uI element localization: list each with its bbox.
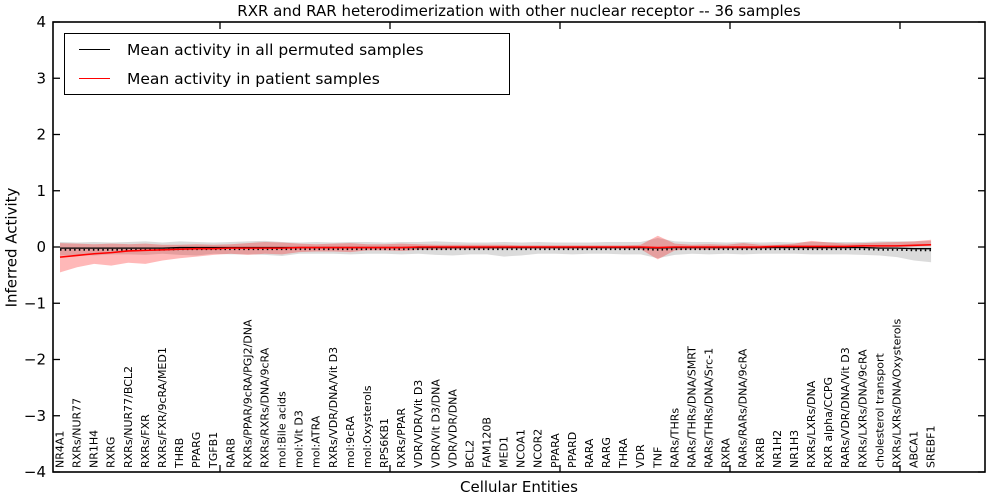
category-label: RXRs/PPAR/9cRA/PGJ2/DNA — [241, 319, 254, 468]
category-label: RXRG — [105, 437, 118, 468]
patient-mean-line — [59, 243, 932, 258]
permuted-line-swatch — [79, 49, 110, 50]
category-label: cholesterol transport — [873, 353, 886, 468]
y-tick-label: 1 — [36, 182, 46, 200]
category-label: NCOR2 — [532, 429, 545, 468]
category-label: PPARG — [190, 432, 203, 468]
category-label: RXRA — [720, 438, 733, 468]
y-axis-label: Inferred Activity — [2, 187, 21, 308]
category-label: TGFB1 — [207, 432, 220, 469]
category-label: RARA — [583, 438, 596, 468]
y-tick-label: 3 — [36, 69, 46, 87]
category-label: RXRs/NUR77/BCL2 — [122, 366, 135, 468]
category-label: MED1 — [498, 436, 511, 468]
chart-title: RXR and RAR heterodimerization with othe… — [237, 2, 801, 20]
category-label: RPS6KB1 — [378, 418, 391, 468]
category-label: RARG — [600, 437, 613, 468]
category-label: THRA — [617, 438, 630, 469]
legend-label-patient: Mean activity in patient samples — [127, 69, 380, 88]
category-label: RXRs/RXRs/DNA/9cRA — [258, 347, 271, 468]
category-label: mol:ATRA — [310, 415, 323, 468]
category-label: mol:Bile acids — [276, 391, 289, 468]
plot-border — [52, 21, 986, 473]
category-label: mol:Vit D3 — [293, 410, 306, 468]
category-label: VDR — [634, 444, 647, 468]
category-label: THRB — [173, 438, 186, 469]
category-label: mol:9cRA — [344, 416, 357, 468]
y-tick-label: 4 — [36, 13, 46, 31]
legend: Mean activity in all permuted samples Me… — [64, 33, 510, 95]
category-label: RXRs/LXRs/DNA/9cRA — [856, 349, 869, 468]
category-label: NR4A1 — [54, 431, 67, 468]
y-tick-label: −1 — [24, 294, 46, 312]
x-axis-label: Cellular Entities — [460, 478, 578, 496]
category-label: BCL2 — [463, 440, 476, 468]
category-label: RXRB — [754, 438, 767, 468]
category-label: TNF — [651, 447, 664, 469]
y-tick-label: −4 — [24, 463, 46, 481]
category-label: NR1H4 — [88, 430, 101, 468]
category-label: RARs/THRs — [668, 408, 681, 468]
category-label: RXRs/FXR/9cRA/MED1 — [156, 347, 169, 468]
y-tick-label: 0 — [36, 238, 46, 256]
category-label: VDR/Vit D3/DNA — [429, 379, 442, 468]
category-label: NCOA1 — [515, 429, 528, 468]
permuted-band — [60, 238, 932, 263]
category-label: RXRs/NUR77 — [71, 398, 84, 468]
category-label: VDR/VDR/Vit D3 — [412, 380, 425, 468]
patient-band — [60, 235, 932, 273]
legend-label-permuted: Mean activity in all permuted samples — [127, 40, 424, 59]
y-tick-label: −2 — [24, 351, 46, 369]
category-label: RXRs/LXRs/DNA — [805, 380, 818, 468]
category-label: RXRs/LXRs/DNA/Oxysterols — [890, 319, 903, 468]
category-label: RARs/THRs/DNA/Src-1 — [703, 348, 716, 468]
category-label: RARs/VDR/DNA/Vit D3 — [839, 347, 852, 468]
category-label: NR1H2 — [771, 430, 784, 468]
category-label: RARs/RARs/DNA/9cRA — [737, 348, 750, 468]
category-label: mol:Oxysterols — [361, 385, 374, 468]
y-tick-label: −3 — [24, 407, 46, 425]
category-label: RXR alpha/CCPG — [822, 377, 835, 468]
category-label: VDR/VDR/DNA — [446, 389, 459, 468]
category-label: RXRs/VDR/DNA/Vit D3 — [327, 347, 340, 468]
category-label: SREBF1 — [925, 426, 938, 468]
category-label: RARB — [224, 438, 237, 468]
axis-ticks — [53, 21, 985, 473]
category-label: PPARD — [566, 432, 579, 468]
category-label: RARs/THRs/DNA/SMRT — [685, 346, 698, 468]
y-tick-labels: −4 −3 −2 −1 0 1 2 3 4 — [24, 13, 46, 481]
category-label: RXRs/PPAR — [395, 408, 408, 468]
legend-item-permuted: Mean activity in all permuted samples — [65, 35, 509, 64]
legend-item-patient: Mean activity in patient samples — [65, 64, 509, 93]
y-tick-label: 2 — [36, 126, 46, 144]
category-label: PPARA — [549, 433, 562, 468]
category-label: FAM120B — [481, 417, 494, 468]
category-label: ABCA1 — [908, 431, 921, 468]
category-label: RXRs/FXR — [139, 414, 152, 468]
patient-line-swatch — [79, 78, 110, 79]
category-label: NR1H3 — [788, 430, 801, 468]
x-category-labels: NR4A1 RXRs/NUR77 NR1H4 RXRG RXRs/NUR77/BCL2 R… — [54, 319, 938, 469]
